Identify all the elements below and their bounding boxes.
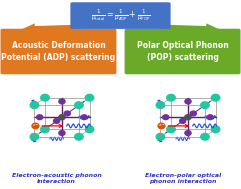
Circle shape (54, 119, 60, 123)
Text: Electron-polar optical
phonon interaction: Electron-polar optical phonon interactio… (145, 173, 221, 184)
Circle shape (211, 126, 220, 133)
Text: $e^-$: $e^-$ (158, 122, 165, 129)
Circle shape (158, 123, 165, 129)
Circle shape (30, 102, 39, 108)
Text: Acoustic Deformation
Potential (ADP) scattering: Acoustic Deformation Potential (ADP) sca… (1, 41, 115, 62)
Circle shape (30, 133, 39, 140)
Circle shape (59, 99, 65, 104)
Circle shape (41, 94, 49, 101)
FancyBboxPatch shape (0, 29, 116, 74)
Text: Polar Optical Phonon
(POP) scattering: Polar Optical Phonon (POP) scattering (137, 41, 228, 62)
Circle shape (75, 133, 83, 140)
Circle shape (207, 115, 213, 120)
Circle shape (64, 111, 70, 116)
Circle shape (32, 123, 39, 129)
Circle shape (211, 94, 220, 101)
Circle shape (156, 102, 165, 108)
Circle shape (185, 131, 191, 136)
Circle shape (180, 119, 186, 123)
Circle shape (41, 126, 49, 133)
Circle shape (75, 102, 83, 108)
Circle shape (190, 111, 196, 116)
Circle shape (201, 102, 209, 108)
Text: Electron-acoustic phonon
interaction: Electron-acoustic phonon interaction (12, 173, 101, 184)
Circle shape (37, 115, 43, 120)
Polygon shape (159, 23, 219, 34)
Circle shape (81, 115, 87, 120)
Circle shape (185, 115, 191, 120)
FancyBboxPatch shape (70, 2, 171, 29)
Polygon shape (22, 23, 82, 34)
Circle shape (59, 115, 65, 120)
Circle shape (85, 94, 94, 101)
Text: $\frac{1}{\mu_{\rm total}} = \frac{1}{\mu_{\rm ADP}} + \frac{1}{\mu_{\rm POP}}$: $\frac{1}{\mu_{\rm total}} = \frac{1}{\m… (91, 8, 150, 23)
Circle shape (167, 126, 175, 133)
Circle shape (163, 115, 169, 120)
Circle shape (201, 133, 209, 140)
Circle shape (167, 94, 175, 101)
Text: $e^-$: $e^-$ (32, 122, 39, 129)
Circle shape (156, 133, 165, 140)
Circle shape (185, 99, 191, 104)
Circle shape (59, 131, 65, 136)
Circle shape (85, 126, 94, 133)
FancyBboxPatch shape (125, 29, 241, 74)
